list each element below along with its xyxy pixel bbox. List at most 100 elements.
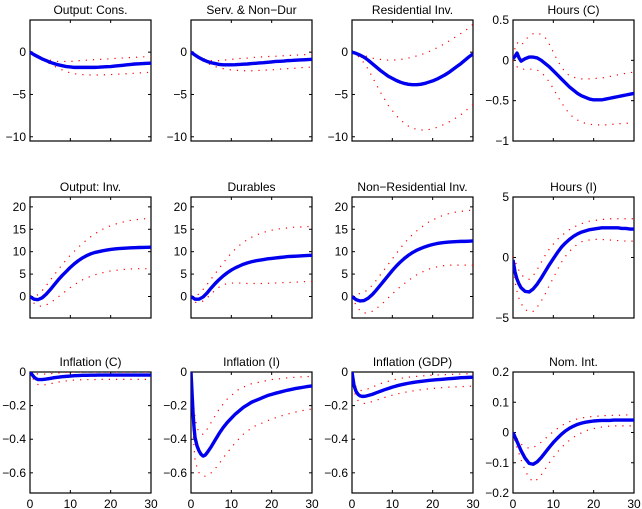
- plot-frame: [351, 371, 474, 494]
- y-tick-label: 20: [174, 200, 188, 214]
- y-tick-label: 10: [174, 245, 188, 259]
- panel-residential-inv: Residential Inv. 0 −5 −10: [328, 3, 474, 144]
- series-upper-line: [30, 51, 151, 63]
- x-tick-label: 0: [349, 497, 356, 509]
- series-median-line: [30, 50, 151, 70]
- panel-output-cons: Output: Cons. 0 −5 −10: [6, 3, 152, 144]
- plot-frame: [351, 196, 474, 319]
- x-tick-label: 20: [104, 497, 118, 509]
- series-median-line: [352, 239, 473, 303]
- y-tick-label: −0.6: [163, 466, 187, 480]
- y-tick-label: −10: [167, 130, 188, 144]
- x-tick-label: 10: [547, 497, 561, 509]
- series-lower-line: [513, 60, 634, 126]
- x-tick-label: 0: [510, 497, 517, 509]
- y-tick-label: 0: [19, 45, 26, 59]
- series-lower-line: [352, 264, 473, 314]
- y-tick-label: 15: [335, 222, 349, 236]
- panel-title: Inflation (GDP): [373, 355, 452, 369]
- y-tick-label: 15: [13, 222, 27, 236]
- y-tick-label: 20: [335, 200, 349, 214]
- series-median-line: [513, 51, 634, 102]
- y-tick-label: 0: [502, 426, 509, 440]
- y-tick-label: −0.4: [324, 432, 348, 446]
- x-tick-label: 30: [627, 497, 641, 509]
- y-tick-label: −5: [495, 311, 509, 325]
- x-tick-label: 30: [305, 497, 319, 509]
- y-tick-label: 5: [341, 267, 348, 281]
- series-median-line: [191, 50, 312, 67]
- y-tick-label: 0: [180, 289, 187, 303]
- series-lower-line: [30, 51, 151, 76]
- plot-frame: [29, 371, 152, 494]
- plot-frame: [512, 196, 635, 319]
- y-tick-label: −0.4: [163, 432, 187, 446]
- y-tick-label: −10: [328, 130, 349, 144]
- x-tick-label: 20: [265, 497, 279, 509]
- y-tick-label: −0.6: [324, 466, 348, 480]
- panel-title: Serv. & Non−Dur: [206, 3, 296, 17]
- panel-title: Output: Cons.: [53, 3, 127, 17]
- panel-inflation-gdp: Inflation (GDP) 0 −0.2 −0.4 −0.6 0 10 20 30: [324, 355, 480, 509]
- y-tick-label: −0.2: [163, 399, 187, 413]
- y-tick-label: 5: [180, 267, 187, 281]
- panel-title: Hours (C): [547, 3, 599, 17]
- x-tick-label: 20: [587, 497, 601, 509]
- series-upper-line: [513, 218, 634, 280]
- y-tick-label: 5: [19, 267, 26, 281]
- series-median-line: [30, 372, 151, 382]
- series-lower-line: [191, 51, 312, 72]
- series-upper-line: [30, 217, 151, 298]
- panel-non-residential-inv: Non−Residential Inv. 20 15 10 5 0: [335, 180, 474, 319]
- y-tick-label: −0.2: [324, 399, 348, 413]
- y-tick-label: 0: [180, 365, 187, 379]
- y-tick-label: 0: [341, 45, 348, 59]
- series-median-line: [191, 253, 312, 301]
- panel-inflation-i: Inflation (I) 0 −0.2 −0.4 −0.6 0 10 20 30: [163, 355, 319, 509]
- panel-title: Nom. Int.: [549, 355, 598, 369]
- y-tick-label: 20: [13, 200, 27, 214]
- y-tick-label: −0.1: [485, 456, 509, 470]
- y-tick-label: −0.5: [485, 94, 509, 108]
- series-median-line: [352, 50, 473, 87]
- plot-frame: [29, 196, 152, 319]
- panel-nom-int: Nom. Int.0.20.10−0.1−0.20 10 20 30: [485, 355, 641, 509]
- series-upper-line: [352, 372, 473, 392]
- panel-serv-non-dur: Serv. & Non−Dur 0 −5 −10: [167, 3, 313, 144]
- panel-title: Residential Inv.: [372, 3, 453, 17]
- x-tick-label: 30: [466, 497, 480, 509]
- series-median-line: [30, 245, 151, 302]
- series-lower-line: [513, 238, 634, 313]
- series-median-line: [352, 372, 473, 399]
- series-median-line: [513, 226, 634, 294]
- panel-title: Inflation (C): [59, 355, 121, 369]
- y-tick-label: 10: [335, 245, 349, 259]
- y-tick-label: 0.1: [492, 395, 509, 409]
- panel-title: Durables: [227, 180, 275, 194]
- y-tick-label: 5: [502, 190, 509, 204]
- series-upper-line: [191, 225, 312, 298]
- panel-hours-i: Hours (I) 5 0 −5: [495, 180, 635, 325]
- x-tick-label: 0: [188, 497, 195, 509]
- x-tick-label: 30: [144, 497, 158, 509]
- series-upper-line: [191, 51, 312, 62]
- x-tick-label: 10: [225, 497, 239, 509]
- y-tick-label: −0.4: [2, 432, 26, 446]
- panel-inflation-c: Inflation (C) 0 −0.2 −0.4 −0.6 0 10 20 30: [2, 355, 158, 509]
- y-tick-label: 0: [502, 251, 509, 265]
- panel-title: Non−Residential Inv.: [357, 180, 467, 194]
- y-tick-label: −5: [334, 87, 348, 101]
- y-tick-label: −5: [12, 87, 26, 101]
- panel-output-inv: Output: Inv. 20 15 10 5 0: [13, 180, 152, 319]
- y-tick-label: −0.2: [2, 399, 26, 413]
- plot-frame: [29, 19, 152, 142]
- y-tick-label: 0.2: [492, 365, 509, 379]
- y-tick-label: −1: [495, 134, 509, 148]
- x-tick-label: 10: [386, 497, 400, 509]
- panel-title: Inflation (I): [223, 355, 280, 369]
- y-tick-label: −0.2: [485, 486, 509, 500]
- y-tick-label: 0: [19, 365, 26, 379]
- y-tick-label: −5: [173, 87, 187, 101]
- y-tick-label: 15: [174, 222, 188, 236]
